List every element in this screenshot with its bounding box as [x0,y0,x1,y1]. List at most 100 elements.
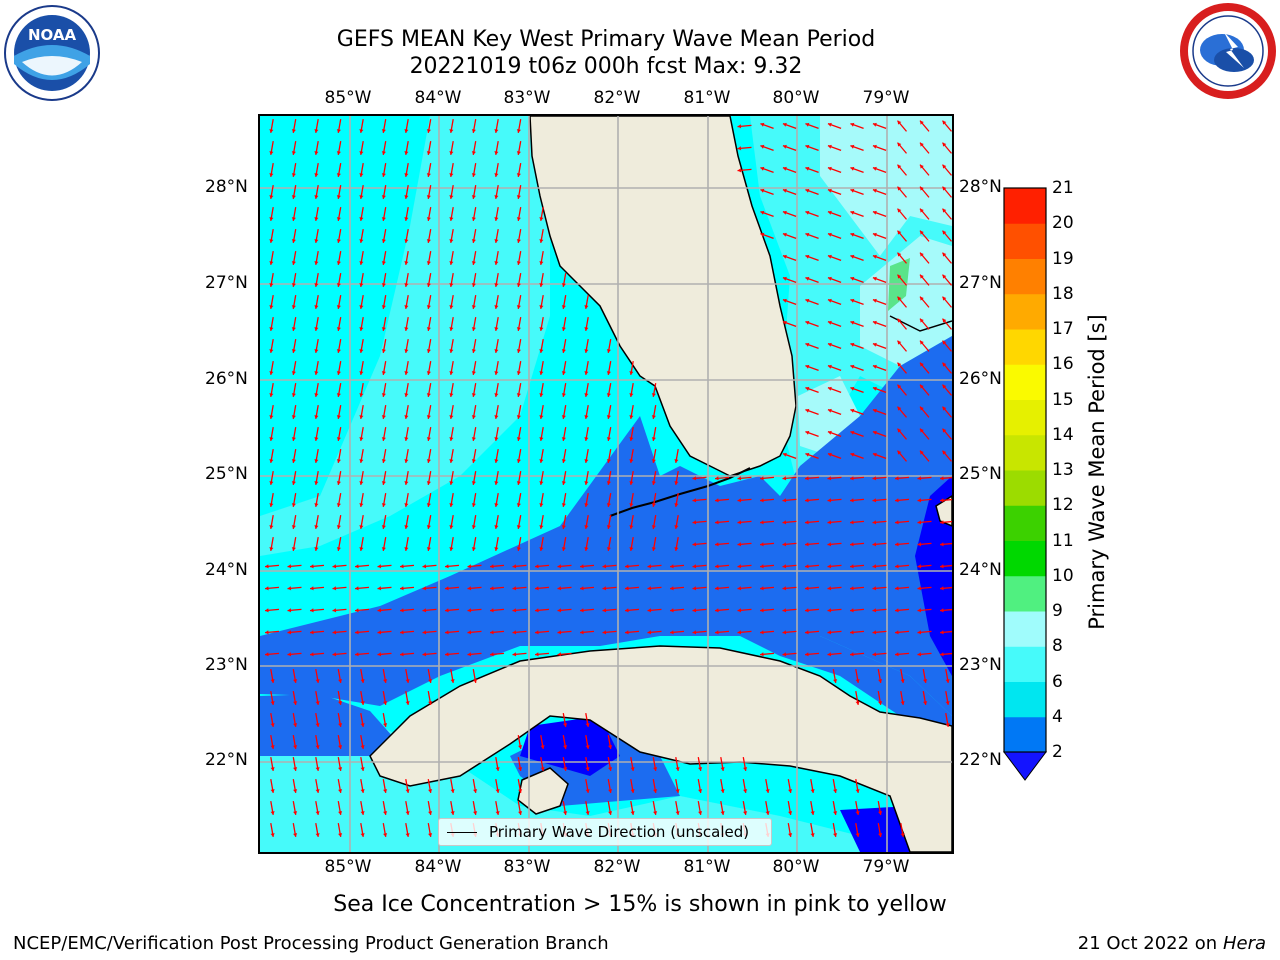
direction-arrowhead [314,195,319,199]
direction-arrowhead [494,195,499,199]
direction-arrowhead [377,608,382,613]
direction-arrowhead [917,586,922,591]
direction-arrowhead [855,679,860,683]
direction-arrowhead [512,630,517,635]
colorbar-bin [1004,434,1046,471]
direction-arrowhead [494,415,499,419]
direction-arrowhead [920,120,924,125]
direction-arrowhead [670,630,674,635]
direction-arrowhead [291,371,296,375]
direction-arrowhead [895,476,899,481]
direction-arrowhead [428,833,433,837]
direction-arrowhead [584,305,589,309]
direction-arrowhead [516,151,521,155]
direction-arrowhead [805,342,810,347]
legend-line-swatch [447,832,477,833]
direction-arrowhead [516,459,521,463]
footer-credit: NCEP/EMC/Verification Post Processing Pr… [13,933,609,954]
direction-arrowhead [629,547,634,551]
direction-arrowhead [314,239,319,243]
direction-arrowhead [782,652,787,657]
direction-arrowhead [265,652,269,657]
direction-arrowhead [942,186,947,191]
direction-arrowhead [945,723,950,727]
direction-arrowhead [760,520,764,525]
direction-arrowhead [850,188,855,193]
direction-arrowhead [602,630,607,635]
direction-arrowhead [920,318,924,323]
direction-arrowhead [449,371,454,375]
direction-arrowhead [336,437,341,441]
direction-arrowhead [692,564,697,569]
direction-arrowhead [715,498,719,503]
direction-arrowhead [269,129,274,133]
direction-arrowhead [471,481,476,485]
direction-arrowhead [400,608,404,613]
direction-arrowhead [539,525,544,529]
direction-arrowhead [291,173,296,177]
direction-arrowhead [895,564,899,569]
noaa-logo: NOAA [4,5,100,101]
direction-arrowhead [782,564,787,569]
direction-arrowhead [359,239,364,243]
direction-arrowhead [940,498,944,503]
direction-arrowhead [291,349,296,353]
direction-arrowhead [450,679,455,683]
direction-arrowhead [381,525,386,529]
colorbar-bin [1004,258,1046,295]
direction-arrowhead [471,547,476,551]
direction-arrowhead [561,349,566,353]
direction-arrowhead [494,503,499,507]
direction-arrowhead [381,415,386,419]
colorbar-tick-label: 9 [1052,601,1063,621]
direction-arrowhead [539,349,544,353]
direction-arrowhead [651,547,656,551]
direction-arrowhead [518,789,523,793]
direction-arrowhead [269,525,274,529]
direction-arrowhead [270,767,275,771]
direction-arrowhead [494,547,499,551]
direction-arrowhead [449,217,454,221]
direction-arrowhead [805,144,810,149]
direction-arrowhead [557,586,562,591]
direction-arrowhead [782,298,787,303]
direction-arrowhead [490,586,494,591]
direction-arrowhead [920,340,924,345]
direction-arrowhead [561,283,566,287]
direction-arrowhead [917,498,922,503]
direction-arrowhead [827,430,832,435]
direction-arrowhead [827,298,832,303]
direction-arrowhead [760,630,764,635]
direction-arrowhead [426,173,431,177]
direction-arrowhead [336,327,341,331]
direction-arrowhead [827,232,832,237]
direction-arrowhead [471,349,476,353]
direction-arrowhead [426,129,431,133]
direction-arrowhead [338,679,343,683]
direction-arrowhead [449,305,454,309]
direction-arrowhead [805,408,810,413]
direction-arrowhead [692,586,697,591]
colorbar-tick-label: 10 [1052,565,1074,586]
direction-arrowhead [539,481,544,485]
direction-arrowhead [269,371,274,375]
direction-arrowhead [338,833,343,837]
direction-arrowhead [630,767,635,771]
direction-arrowhead [355,630,359,635]
direction-arrowhead [942,230,947,235]
direction-arrowhead [942,120,947,125]
nws-logo [1180,3,1276,99]
direction-arrowhead [332,564,337,569]
direction-arrowhead [359,459,364,463]
direction-arrowhead [850,630,854,635]
direction-arrowhead [426,459,431,463]
direction-arrowhead [827,630,832,635]
direction-arrowhead [940,520,944,525]
direction-arrowhead [872,232,877,237]
direction-arrowhead [872,166,877,171]
direction-arrowhead [338,701,343,705]
direction-arrowhead [450,789,455,793]
direction-arrowhead [788,811,793,815]
direction-arrowhead [647,608,652,613]
direction-arrowhead [897,186,902,191]
